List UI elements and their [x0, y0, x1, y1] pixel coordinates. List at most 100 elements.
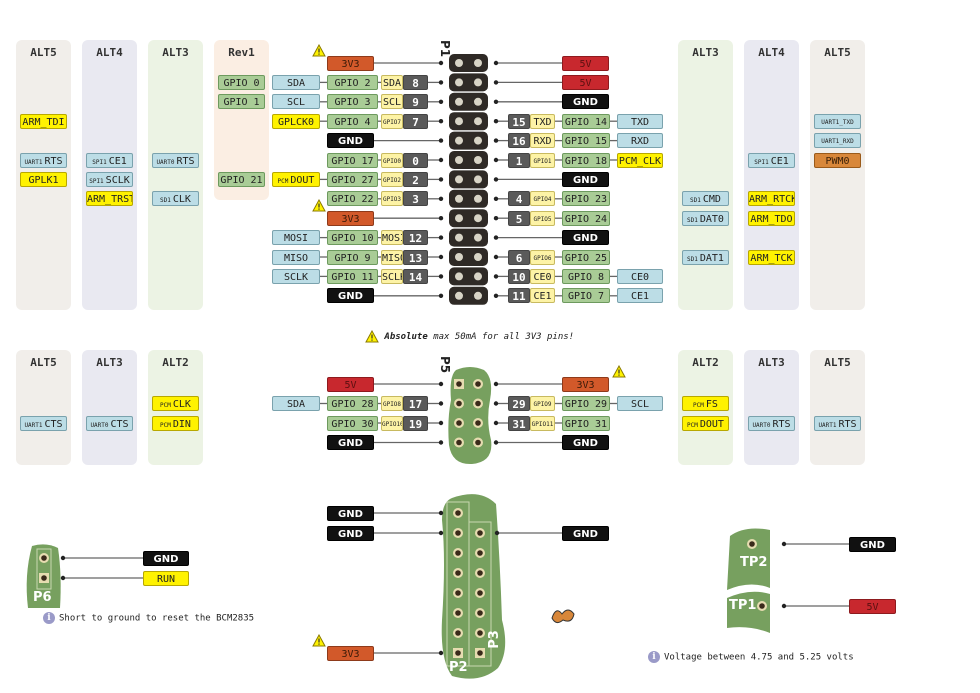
wiringpi-pin-number: 13 — [403, 249, 428, 265]
bcm-gpio-label: GPIO 4 — [327, 113, 378, 129]
bcm-gpio-label: GPIO 25 — [562, 249, 610, 265]
function-label: TXD — [617, 113, 663, 129]
pin-hole — [474, 175, 482, 184]
pin-hole — [477, 570, 483, 576]
label-text: DOUT — [290, 174, 315, 186]
power-label-gnd: GND — [562, 171, 609, 187]
label-text: GPIO 22 — [331, 194, 374, 206]
label-prefix: UART0 — [156, 158, 175, 166]
wire-dot — [438, 510, 444, 516]
warning-icon — [365, 330, 379, 343]
label-text: 5 — [515, 212, 523, 226]
label-text: GPIO 15 — [564, 136, 608, 148]
bcm-gpio-label: GPIO 18 — [562, 152, 610, 168]
label-text: RXD — [533, 136, 552, 148]
label-text: DOUT — [699, 418, 724, 430]
label-text: GPIO 18 — [564, 155, 608, 167]
label-text: RUN — [156, 573, 176, 585]
alt-column-alt3: ALT3 — [678, 40, 733, 310]
logo-mark — [551, 609, 575, 624]
board-label-p6: P6 — [33, 590, 52, 605]
bcm-gpio-label: GPIO 29 — [562, 396, 610, 411]
warning-icon — [312, 44, 326, 57]
alt-function-label: GPIO 1 — [218, 94, 265, 110]
bcm-gpio-label: GPIO 15 — [562, 133, 610, 149]
board-label-p2: P2 — [449, 660, 468, 675]
label-text: SCLK — [283, 271, 309, 283]
alt-function-label: SPI1 SCLK — [86, 171, 133, 187]
label-text: 29 — [512, 398, 526, 411]
label-text: PWM0 — [825, 155, 850, 167]
pin-hole — [455, 156, 463, 164]
alt-column-alt5: ALT5 — [810, 350, 865, 465]
function-label: SCLK — [272, 268, 320, 284]
label-text: CE0 — [533, 271, 552, 283]
label-text: GPIO2 — [382, 176, 402, 184]
label-prefix: UART0 — [90, 421, 109, 429]
header-pin-cell — [449, 286, 488, 305]
label-text: GND — [573, 528, 598, 540]
header-pin-cell — [449, 54, 488, 72]
column-title: ALT4 — [758, 46, 785, 59]
label-text: GPIO 9 — [334, 252, 371, 264]
alt-gpio-label: GPIO7 — [381, 113, 403, 129]
label-text: SCLK — [105, 174, 130, 186]
label-text: GND — [338, 508, 363, 520]
pin-hole — [477, 650, 483, 656]
wiringpi-pin-number: 2 — [403, 171, 428, 187]
wire-dot — [493, 138, 499, 143]
label-prefix: UART1 — [818, 421, 837, 429]
bcm-gpio-label: GPIO 24 — [562, 210, 610, 226]
alt-gpio-label: GPIO3 — [381, 191, 403, 207]
label-text: 3V3 — [576, 379, 595, 391]
wire-dot — [494, 530, 500, 536]
p6-note: i Short to ground to reset the BCM2835 — [43, 612, 254, 624]
pin-hole — [474, 78, 482, 87]
label-text: GND — [338, 291, 363, 303]
label-text: 5V — [579, 58, 592, 70]
warning-icon — [312, 199, 326, 212]
alt-function-label: PCM FS — [682, 396, 729, 411]
column-title: ALT2 — [162, 356, 189, 369]
alt-function-label: ARM_TDO — [748, 210, 795, 226]
label-text: GPIO 8 — [567, 271, 605, 283]
wire-dot — [493, 157, 499, 163]
label-text: GPIO 0 — [223, 77, 260, 89]
wire-dot — [438, 420, 444, 426]
label-text: GPIO 21 — [220, 174, 263, 186]
alt-function-label: SPI1 CE1 — [86, 152, 133, 168]
label-text: 5V — [866, 601, 879, 613]
label-text: ARM_TRST — [87, 194, 133, 206]
label-text: SCL — [630, 399, 650, 410]
bcm-gpio-label: GPIO 27 — [327, 171, 378, 187]
column-title: ALT5 — [30, 356, 57, 369]
label-text: GPIO1 — [533, 157, 552, 165]
wire-dot — [438, 401, 444, 406]
wire-dot — [60, 555, 66, 561]
alt-gpio-label: GPIO8 — [381, 396, 403, 411]
label-text: 12 — [408, 232, 423, 246]
alt-gpio-label: GPIO0 — [381, 152, 403, 168]
header-pin-cell — [449, 248, 488, 266]
bcm-gpio-label: GPIO 8 — [562, 268, 610, 284]
alt-function-label: UART1_RXD — [814, 133, 861, 149]
label-text: CTS — [44, 418, 63, 430]
label-text: 3 — [412, 193, 419, 207]
label-text: 7 — [412, 115, 419, 129]
alt-function-label: SD1 DAT0 — [682, 210, 729, 226]
power-label-gnd: GND — [562, 435, 609, 450]
wiringpi-pin-number: 4 — [508, 191, 530, 207]
wiringpi-pin-number: 9 — [403, 94, 428, 110]
bcm-gpio-label: GPIO 11 — [327, 268, 378, 284]
label-text: ARM_TCK — [750, 252, 793, 264]
warning-note-bold: Absolute — [384, 332, 428, 342]
label-text: CTS — [110, 418, 129, 430]
wire-dot — [438, 440, 444, 445]
pin-hole — [455, 590, 461, 596]
wire-dot — [493, 401, 499, 406]
power-label-5v: 5V — [327, 376, 374, 392]
label-text: GND — [338, 438, 363, 449]
power-label-gnd: GND — [849, 536, 896, 552]
wiringpi-pin-number: 5 — [508, 210, 530, 226]
